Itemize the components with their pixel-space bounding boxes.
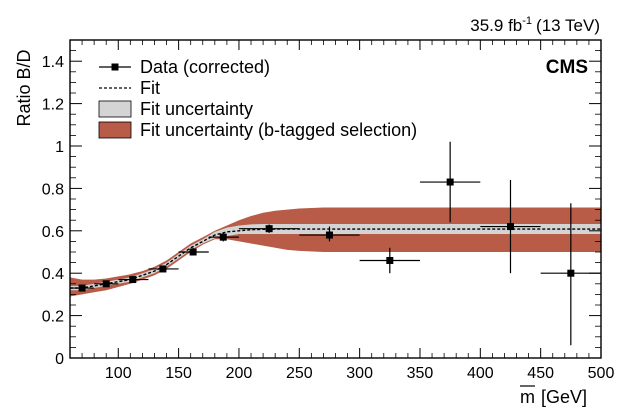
fit-curve [70,228,601,289]
data-point-3 [148,265,179,273]
data-point-5 [208,232,239,242]
x-tick-label: 500 [588,365,615,382]
data-point-8 [359,247,420,274]
data-marker [78,284,86,292]
x-axis-label: m [GeV] [520,385,587,407]
data-point-1 [94,280,119,288]
y-tick-label: 0.6 [42,224,64,241]
y-tick-label: 1 [55,139,64,156]
data-point-0 [70,284,95,292]
data-marker [159,265,167,273]
x-tick-label: 300 [346,365,373,382]
legend-btag-band-symbol [98,121,132,139]
data-point-10 [480,179,541,274]
data-point-4 [178,247,209,256]
data-points [70,141,601,346]
data-marker [219,233,227,241]
uncertainty-bands [70,207,601,297]
y-tick-label: 0.2 [42,309,64,326]
y-tick-label: 1.4 [42,54,64,71]
data-marker [102,280,110,288]
x-tick-label: 400 [467,365,494,382]
experiment-label: CMS [546,57,588,78]
data-marker [265,225,273,233]
x-tick-label: 100 [105,365,132,382]
y-tick-label: 0.8 [42,181,64,198]
legend-label-data: Data (corrected) [140,57,270,77]
x-tick-label: 200 [226,365,253,382]
y-tick-label: 0 [55,351,64,368]
legend: Data (corrected) Fit Fit uncertainty Fit… [98,57,417,140]
y-tick-label: 0.4 [42,266,64,283]
data-point-2 [118,276,149,284]
data-marker [446,178,454,186]
legend-label-fit: Fit [140,78,160,98]
data-marker [129,276,137,284]
data-marker [506,223,514,231]
fit-curve-group [70,228,601,289]
data-marker [386,256,394,264]
x-tick-label: 250 [286,365,313,382]
x-tick-label: 150 [165,365,192,382]
data-point-7 [299,226,360,242]
y-tick-label: 1.2 [42,97,64,114]
x-tick-label: 450 [527,365,554,382]
data-marker [189,248,197,256]
legend-fit-band-symbol [98,100,132,118]
data-marker [567,269,575,277]
fit-uncertainty-band [70,224,601,291]
x-tick-label: 350 [407,365,434,382]
x-axis-symbol: m [520,387,535,407]
axis-ticks: 100 150 200 250 300 350 400 450 500 0 0.2 0.4 0.6 0.8… [42,40,615,382]
legend-label-btag-unc: Fit uncertainty (b-tagged selection) [140,120,417,140]
y-axis-label: Ratio B/D [14,49,34,126]
data-marker [325,231,333,239]
legend-label-fit-unc: Fit uncertainty [140,99,253,119]
btag-uncertainty-band [70,207,601,297]
x-axis-unit: [GeV] [541,387,587,407]
legend-data-symbol [99,63,131,71]
data-point-6 [238,224,300,233]
lumi-label: 35.9 fb-1 (13 TeV) [470,15,600,35]
data-point-9 [419,141,481,223]
